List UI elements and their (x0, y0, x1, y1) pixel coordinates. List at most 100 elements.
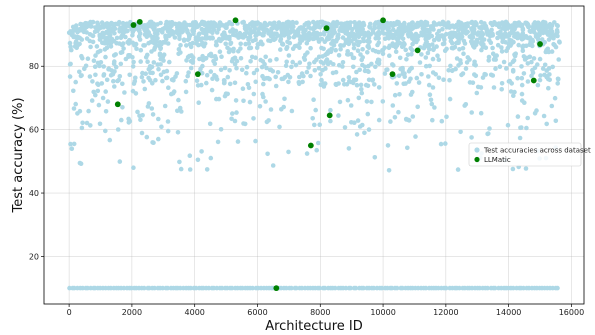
scatter-point (487, 33, 493, 39)
scatter-point (120, 20, 126, 26)
scatter-point (554, 28, 560, 33)
scatter-point (130, 33, 135, 38)
llmatic-point (380, 17, 386, 24)
scatter-point (138, 117, 143, 123)
scatter-point (554, 23, 560, 28)
scatter-point (416, 80, 422, 85)
scatter-point (250, 38, 256, 44)
scatter-point (68, 44, 73, 49)
scatter-point (294, 285, 299, 291)
scatter-point (458, 129, 463, 135)
scatter-point (174, 28, 180, 34)
scatter-point (83, 63, 89, 69)
scatter-point (288, 30, 293, 35)
scatter-point (232, 80, 238, 86)
scatter-point (373, 64, 378, 70)
scatter-point (549, 29, 555, 34)
scatter-point (196, 32, 202, 37)
scatter-point (104, 77, 110, 83)
scatter-point (555, 285, 560, 291)
scatter-point (500, 36, 505, 41)
scatter-point (260, 23, 266, 29)
scatter-point (319, 77, 324, 83)
scatter-point (519, 22, 525, 28)
scatter-point (135, 109, 140, 115)
scatter-point (431, 37, 437, 43)
scatter-point (535, 62, 540, 67)
scatter-point (480, 75, 486, 80)
scatter-point (519, 75, 525, 81)
scatter-point (210, 76, 215, 81)
scatter-point (375, 30, 381, 35)
scatter-point (523, 20, 528, 26)
scatter-point (266, 38, 271, 43)
scatter-point (362, 130, 367, 136)
scatter-point (389, 33, 395, 38)
scatter-point (546, 66, 552, 71)
scatter-point (417, 60, 423, 65)
scatter-point (161, 69, 167, 75)
scatter-point (357, 21, 363, 27)
scatter-point (555, 33, 560, 39)
scatter-point (321, 84, 327, 89)
scatter-point (145, 59, 150, 64)
scatter-point (95, 88, 101, 94)
scatter-point (268, 107, 274, 112)
legend-entry-test-accuracies: Test accuracies across dataset (483, 147, 591, 155)
scatter-point (473, 63, 479, 68)
scatter-point (101, 64, 106, 69)
scatter-point (316, 24, 322, 30)
scatter-point (209, 87, 215, 93)
llmatic-point (414, 47, 421, 54)
scatter-point (116, 22, 121, 27)
scatter-point (519, 64, 524, 69)
scatter-point (235, 139, 241, 144)
scatter-point (464, 60, 470, 65)
scatter-point (306, 65, 311, 70)
legend: Test accuracies across dataset LLMatic (468, 142, 591, 167)
scatter-point (462, 22, 467, 27)
scatter-point (289, 108, 295, 114)
scatter-point (318, 72, 323, 77)
scatter-point (474, 90, 480, 96)
scatter-point (169, 91, 174, 97)
scatter-point (244, 64, 250, 70)
scatter-point (198, 66, 203, 72)
scatter-point (386, 168, 392, 173)
scatter-point (158, 72, 164, 78)
scatter-point (297, 74, 302, 80)
scatter-point (423, 55, 429, 60)
plot-frame (43, 5, 585, 305)
scatter-point (365, 50, 370, 55)
scatter-point (542, 62, 548, 68)
scatter-point (111, 61, 117, 66)
scatter-point (270, 163, 276, 168)
scatter-point (333, 69, 339, 75)
scatter-point (410, 20, 415, 25)
scatter-point (164, 75, 169, 81)
scatter-point (520, 26, 526, 32)
y-axis-label: Test accuracy (%) (11, 97, 26, 213)
scatter-point (428, 97, 434, 103)
scatter-point (246, 45, 252, 51)
scatter-point (256, 27, 261, 32)
scatter-point (130, 64, 136, 69)
scatter-point (118, 61, 124, 67)
scatter-point (145, 104, 151, 109)
scatter-point (493, 66, 498, 71)
scatter-point (469, 110, 475, 115)
scatter-point (531, 22, 536, 27)
scatter-point (77, 35, 83, 41)
scatter-point (110, 25, 116, 31)
scatter-point (147, 19, 153, 25)
scatter-point (73, 39, 79, 44)
scatter-point (346, 75, 352, 80)
scatter-point (131, 81, 137, 86)
scatter-point (246, 35, 251, 41)
scatter-point (404, 25, 409, 31)
scatter-point (143, 71, 148, 76)
scatter-point (101, 32, 106, 37)
scatter-point (219, 285, 225, 291)
x-tick-label: 14000 (496, 308, 521, 317)
scatter-point (159, 41, 164, 47)
